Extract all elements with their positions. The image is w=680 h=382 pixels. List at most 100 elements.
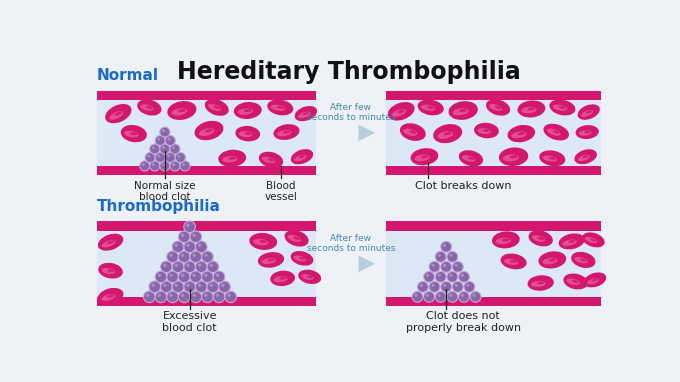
Ellipse shape	[486, 99, 510, 116]
Circle shape	[209, 264, 213, 267]
Ellipse shape	[267, 100, 293, 115]
Ellipse shape	[105, 104, 131, 123]
Circle shape	[447, 272, 458, 282]
Ellipse shape	[449, 101, 478, 120]
Circle shape	[175, 283, 178, 287]
Ellipse shape	[575, 257, 588, 263]
Bar	[97, 91, 316, 100]
Circle shape	[167, 155, 171, 158]
Bar	[386, 166, 601, 175]
Circle shape	[184, 261, 195, 273]
Ellipse shape	[99, 263, 123, 278]
Ellipse shape	[539, 151, 565, 166]
Circle shape	[155, 291, 167, 303]
Circle shape	[180, 161, 190, 171]
Ellipse shape	[273, 124, 300, 140]
Ellipse shape	[107, 295, 114, 298]
Ellipse shape	[205, 99, 228, 116]
Ellipse shape	[214, 106, 220, 109]
Ellipse shape	[199, 128, 215, 136]
Circle shape	[150, 161, 160, 171]
Circle shape	[190, 271, 202, 283]
Ellipse shape	[528, 107, 535, 110]
Circle shape	[202, 251, 214, 262]
Circle shape	[162, 129, 165, 132]
Ellipse shape	[98, 234, 123, 251]
Ellipse shape	[253, 239, 269, 245]
Circle shape	[420, 284, 423, 287]
Text: Excessive
blood clot: Excessive blood clot	[163, 311, 217, 333]
Ellipse shape	[553, 130, 560, 134]
Ellipse shape	[137, 99, 161, 115]
Ellipse shape	[549, 258, 556, 261]
Ellipse shape	[98, 288, 124, 304]
Ellipse shape	[284, 230, 309, 247]
Ellipse shape	[121, 125, 147, 142]
Ellipse shape	[101, 268, 115, 274]
Ellipse shape	[301, 274, 314, 280]
Circle shape	[473, 294, 476, 297]
Ellipse shape	[102, 240, 116, 248]
Bar	[97, 231, 316, 297]
Circle shape	[169, 274, 173, 277]
Ellipse shape	[580, 258, 587, 261]
Ellipse shape	[239, 131, 252, 137]
Ellipse shape	[511, 131, 526, 138]
Circle shape	[169, 293, 173, 297]
Ellipse shape	[528, 275, 554, 291]
Circle shape	[158, 293, 161, 297]
Circle shape	[162, 146, 165, 149]
Circle shape	[170, 161, 180, 171]
Circle shape	[455, 264, 458, 267]
Ellipse shape	[585, 237, 597, 243]
Ellipse shape	[294, 106, 317, 121]
Ellipse shape	[507, 125, 535, 142]
Ellipse shape	[421, 155, 428, 158]
Ellipse shape	[537, 237, 544, 240]
Ellipse shape	[502, 238, 509, 241]
Ellipse shape	[543, 155, 557, 162]
Circle shape	[437, 274, 441, 277]
Bar	[386, 231, 601, 297]
Circle shape	[198, 264, 201, 267]
Circle shape	[209, 283, 213, 287]
Circle shape	[160, 127, 170, 137]
Circle shape	[216, 293, 219, 297]
Circle shape	[424, 291, 435, 302]
Ellipse shape	[107, 240, 114, 244]
Ellipse shape	[532, 235, 545, 242]
Bar	[386, 222, 601, 231]
Ellipse shape	[437, 131, 454, 139]
Circle shape	[225, 291, 237, 303]
Ellipse shape	[587, 278, 599, 284]
Ellipse shape	[549, 99, 575, 115]
Circle shape	[443, 284, 446, 287]
Ellipse shape	[307, 275, 313, 278]
Ellipse shape	[277, 106, 284, 109]
Circle shape	[195, 261, 207, 273]
Text: Thrombophilia: Thrombophilia	[97, 199, 220, 214]
Ellipse shape	[270, 270, 295, 286]
Ellipse shape	[299, 270, 321, 284]
Circle shape	[441, 241, 452, 252]
Ellipse shape	[509, 155, 517, 159]
Circle shape	[177, 155, 180, 158]
Ellipse shape	[459, 109, 467, 112]
Ellipse shape	[124, 131, 139, 138]
Circle shape	[172, 241, 184, 253]
Ellipse shape	[453, 108, 469, 115]
Ellipse shape	[585, 110, 592, 114]
Circle shape	[435, 272, 446, 282]
Circle shape	[458, 272, 469, 282]
Circle shape	[155, 152, 165, 162]
Ellipse shape	[592, 278, 598, 282]
Circle shape	[145, 152, 155, 162]
Ellipse shape	[568, 240, 575, 243]
Ellipse shape	[517, 132, 525, 135]
Ellipse shape	[259, 152, 283, 168]
Ellipse shape	[583, 272, 606, 287]
Ellipse shape	[462, 155, 475, 162]
Circle shape	[172, 261, 184, 273]
Ellipse shape	[459, 150, 483, 166]
Circle shape	[167, 138, 171, 141]
